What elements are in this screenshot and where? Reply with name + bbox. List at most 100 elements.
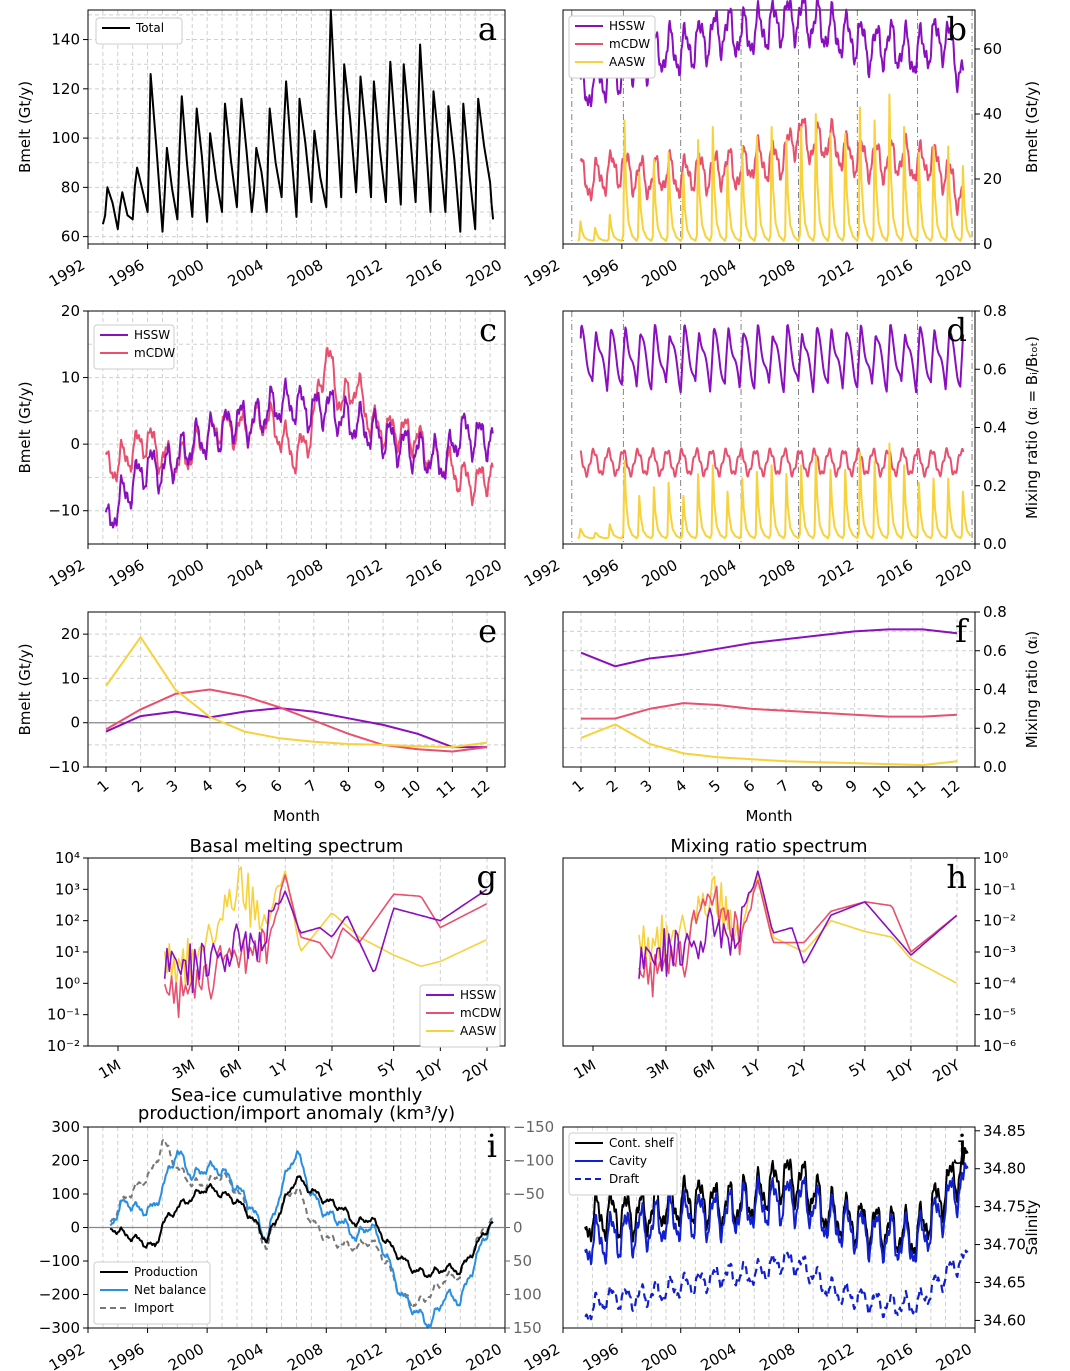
legend-entry: Import: [134, 1301, 174, 1315]
x-tick-label: 2: [128, 776, 147, 796]
series-hssw: [105, 707, 487, 749]
x-tick-label: 10: [869, 776, 895, 802]
y-tick-label: 34.75: [983, 1198, 1026, 1216]
y-tick-label: 0.6: [983, 642, 1007, 660]
legend-entry: Cavity: [609, 1154, 647, 1168]
series-aasw: [105, 636, 488, 749]
x-tick-label: 1Y: [266, 1055, 292, 1080]
x-tick-label: 1M: [96, 1056, 124, 1083]
y-tick-label: 0.0: [983, 758, 1007, 776]
y-tick-label: 10⁻⁵: [983, 1006, 1016, 1024]
x-axis-label: Month: [273, 807, 320, 825]
y-tick-label: 34.70: [983, 1236, 1026, 1254]
chart-title: Mixing ratio spectrum: [670, 836, 867, 857]
y-tick-label: 40: [983, 105, 1002, 123]
y-tick-label: 0.6: [983, 360, 1007, 378]
y-tick-label: 10⁻⁴: [983, 974, 1016, 992]
x-tick-label: 3: [637, 776, 656, 796]
x-tick-label: 2020: [933, 256, 975, 291]
x-tick-label: 1992: [46, 256, 88, 291]
x-tick-label: 2004: [698, 256, 740, 291]
y-tick-label: 10: [61, 669, 80, 687]
x-tick-label: 1996: [580, 1340, 622, 1371]
x-tick-label: 6M: [690, 1056, 718, 1083]
x-tick-label: 2000: [639, 556, 681, 591]
y2-tick-label: 100: [513, 1286, 542, 1304]
x-tick-label: 1992: [46, 556, 88, 591]
series-hssw: [638, 870, 958, 979]
legend-entry: AASW: [460, 1024, 496, 1038]
x-tick-label: 1996: [106, 556, 148, 591]
axes-frame-c: [87, 310, 506, 545]
panel-letter: a: [478, 10, 497, 48]
series-hssw: [104, 377, 494, 529]
y-axis-label: Mixing ratio (αᵢ = Bᵢ/Bₜₒₜ): [1023, 336, 1041, 519]
y-tick-label: −300: [39, 1319, 80, 1337]
series-aasw: [577, 93, 972, 242]
x-tick-label: 3M: [169, 1056, 197, 1083]
legend-entry: HSSW: [609, 19, 645, 33]
series-mcdw: [579, 447, 965, 478]
y-tick-label: 20: [983, 170, 1002, 188]
series-hssw: [579, 324, 965, 394]
y-axis-label: Mixing ratio (αᵢ): [1023, 631, 1041, 749]
x-tick-label: 6: [740, 776, 759, 796]
chart-title: Sea-ice cumulative monthly: [171, 1085, 423, 1106]
y-tick-label: 20: [61, 625, 80, 643]
x-tick-label: 2016: [874, 256, 916, 291]
y2-tick-label: 0: [513, 1219, 523, 1237]
y-tick-label: 10⁴: [55, 849, 80, 867]
x-tick-label: 20Y: [930, 1055, 964, 1085]
x-tick-label: 5Y: [846, 1055, 872, 1080]
x-tick-label: 1: [569, 776, 588, 796]
legend-entry: Draft: [609, 1172, 640, 1186]
x-tick-label: 4: [198, 776, 217, 796]
x-tick-label: 8: [336, 776, 355, 796]
legend-entry: Net balance: [134, 1283, 206, 1297]
x-tick-label: 2008: [284, 556, 326, 591]
x-tick-label: 1996: [106, 1340, 148, 1371]
x-tick-label: 1M: [571, 1056, 599, 1083]
x-tick-label: 8: [808, 776, 827, 796]
x-tick-label: 2004: [698, 556, 740, 591]
y-tick-label: 34.60: [983, 1311, 1026, 1329]
axes-frame-b: [562, 9, 976, 245]
x-tick-label: 9: [842, 776, 861, 796]
x-tick-label: 2000: [165, 1340, 207, 1371]
x-tick-label: 10Y: [883, 1055, 917, 1085]
legend-entry: HSSW: [134, 328, 170, 342]
legend-entry: AASW: [609, 55, 645, 69]
legend-entry: Cont. shelf: [609, 1136, 674, 1150]
x-tick-label: 6: [267, 776, 286, 796]
panel-letter: b: [947, 10, 967, 48]
x-tick-label: 2000: [165, 256, 207, 291]
legend-entry: Total: [135, 21, 164, 35]
y-tick-label: 120: [51, 80, 80, 98]
x-tick-label: 2012: [344, 1340, 386, 1371]
x-tick-label: 1992: [46, 1340, 88, 1371]
y-tick-label: 0: [70, 714, 80, 732]
x-tick-label: 2016: [403, 556, 445, 591]
y-tick-label: 0.4: [983, 419, 1007, 437]
y-tick-label: 10⁻¹: [983, 880, 1016, 898]
y-tick-label: −200: [39, 1286, 80, 1304]
panel-letter: e: [478, 612, 497, 650]
x-tick-label: 12: [467, 776, 493, 802]
x-tick-label: 1996: [580, 256, 622, 291]
series-production: [109, 1175, 494, 1278]
y2-tick-label: −50: [513, 1185, 545, 1203]
x-tick-label: 9: [371, 776, 390, 796]
y-axis-label: Bmelt (Gt/y): [1023, 81, 1041, 173]
y-tick-label: −10: [48, 502, 80, 520]
x-tick-label: 2012: [344, 556, 386, 591]
y-axis-label: Bmelt (Gt/y): [16, 381, 34, 473]
y-tick-label: 200: [51, 1152, 80, 1170]
y-tick-label: 10³: [55, 880, 80, 898]
x-tick-label: 20Y: [460, 1055, 494, 1085]
x-tick-label: 11: [433, 776, 459, 802]
x-tick-label: 2012: [344, 256, 386, 291]
x-tick-label: 2020: [933, 556, 975, 591]
y-tick-label: 60: [61, 228, 80, 246]
y-tick-label: 10⁻²: [983, 912, 1016, 930]
legend-entry: Production: [134, 1265, 198, 1279]
